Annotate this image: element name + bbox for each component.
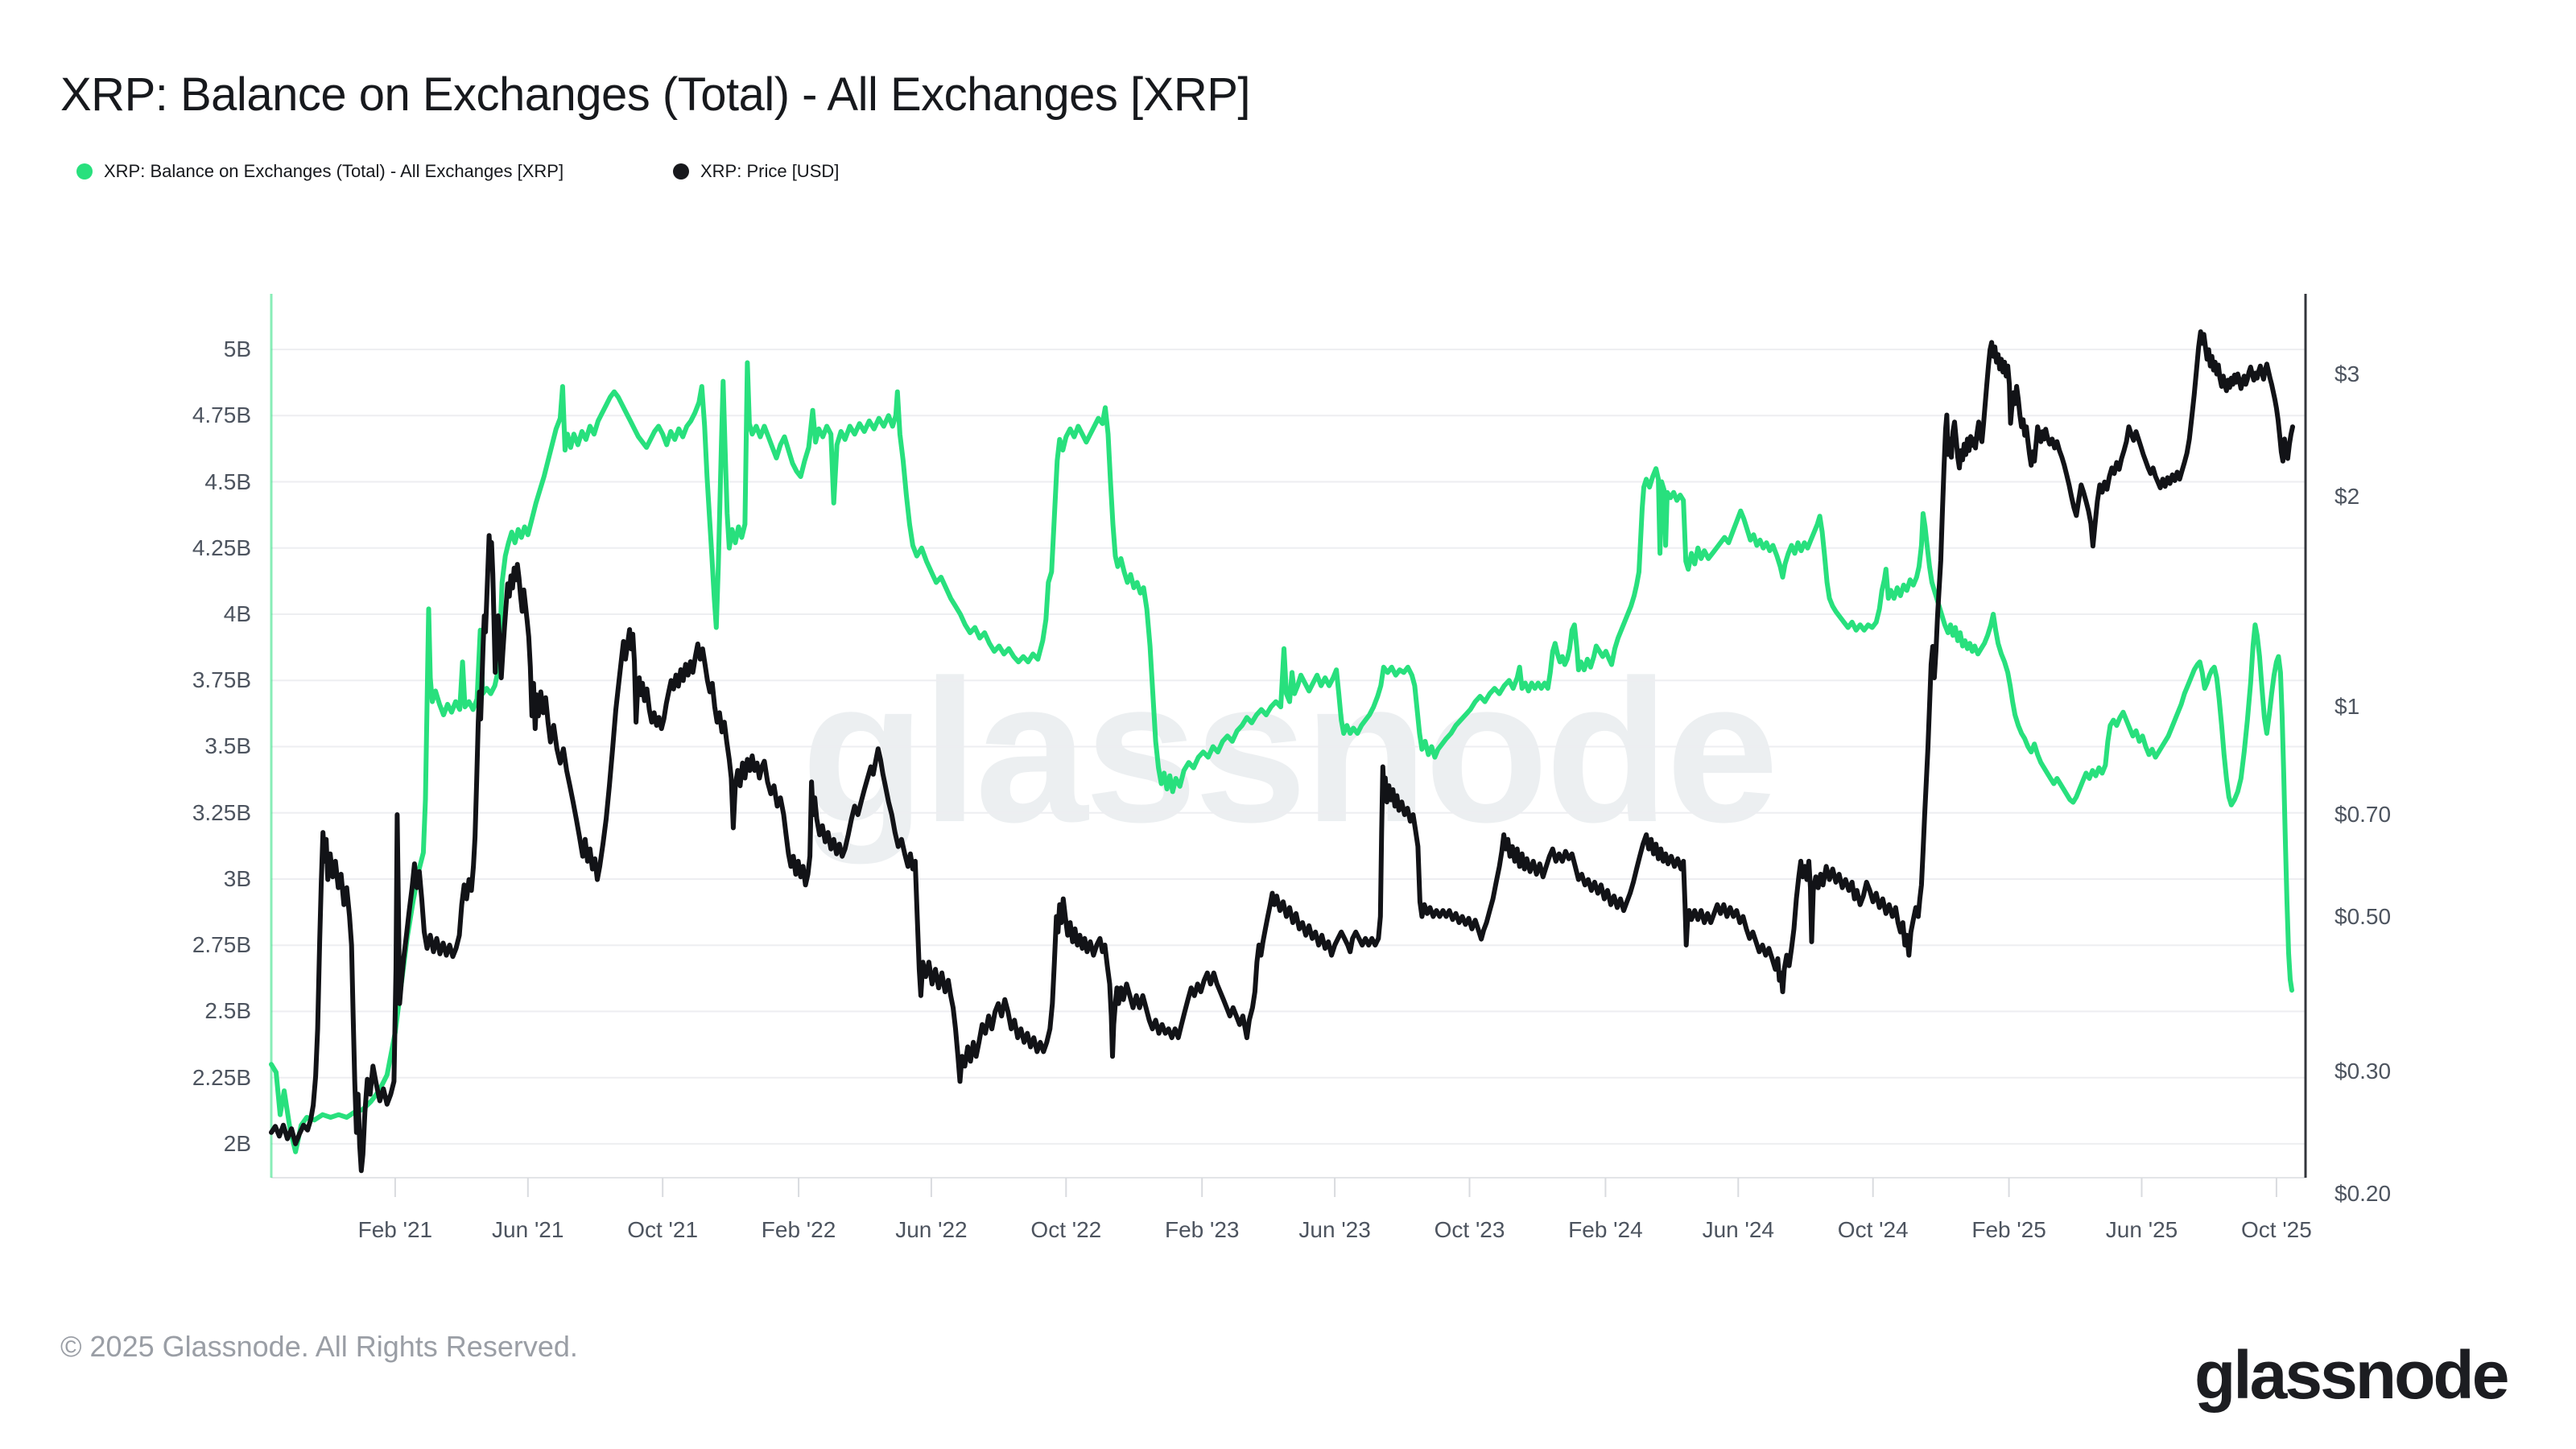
y-left-tick-label: 2.25B: [192, 1064, 251, 1090]
page-title: XRP: Balance on Exchanges (Total) - All …: [60, 68, 1251, 121]
legend-label-price: XRP: Price [USD]: [700, 161, 840, 181]
y-left-tick-label: 2B: [223, 1130, 251, 1156]
x-tick-label: Jun '23: [1298, 1217, 1371, 1242]
balance-series-line: [269, 360, 2294, 1154]
y-right-tick-label: $2: [2334, 484, 2360, 510]
x-tick-label: Oct '24: [1837, 1217, 1909, 1242]
glassnode-logo: glassnode: [2194, 1337, 2509, 1413]
y-left-tick-label: 5B: [223, 336, 251, 362]
x-tick-label: Oct '21: [627, 1217, 699, 1242]
legend-label-balance: XRP: Balance on Exchanges (Total) - All …: [104, 161, 564, 181]
x-tick-label: Jun '22: [895, 1217, 968, 1242]
x-tick-label: Jun '21: [492, 1217, 564, 1242]
y-right-tick-label: $0.50: [2334, 903, 2392, 929]
y-left-tick-label: 4.5B: [204, 469, 251, 494]
x-tick-label: Feb '24: [1568, 1217, 1643, 1242]
balance-series-dot-icon: [76, 163, 93, 180]
price-series-dot-icon: [673, 163, 689, 180]
y-left-tick-label: 4B: [223, 601, 251, 627]
price-series-line: [269, 329, 2295, 1174]
y-right-tick-label: $0.70: [2334, 801, 2392, 827]
legend-item-balance[interactable]: XRP: Balance on Exchanges (Total) - All …: [76, 159, 564, 184]
x-tick-label: Jun '25: [2105, 1217, 2178, 1242]
x-tick-label: Feb '23: [1164, 1217, 1240, 1242]
x-tick-label: Oct '25: [2240, 1217, 2312, 1242]
y-left-tick-label: 4.75B: [192, 402, 251, 428]
y-right-tick-label: $0.20: [2334, 1181, 2392, 1207]
y-right-tick-label: $0.30: [2334, 1058, 2392, 1084]
legend-item-price[interactable]: XRP: Price [USD]: [673, 159, 839, 184]
y-left-tick-label: 2.5B: [204, 998, 251, 1024]
x-tick-label: Feb '25: [1971, 1217, 2046, 1242]
x-tick-label: Feb '21: [357, 1217, 433, 1242]
y-left-tick-label: 3.75B: [192, 667, 251, 693]
y-left-tick-label: 3B: [223, 865, 251, 891]
y-left-tick-label: 3.25B: [192, 799, 251, 825]
x-tick-label: Oct '23: [1434, 1217, 1505, 1242]
x-tick-label: Feb '22: [761, 1217, 836, 1242]
footer-copyright: © 2025 Glassnode. All Rights Reserved.: [60, 1330, 578, 1363]
x-tick-label: Oct '22: [1030, 1217, 1102, 1242]
y-left-tick-label: 4.25B: [192, 535, 251, 560]
y-left-tick-label: 2.75B: [192, 932, 251, 958]
y-right-tick-label: $1: [2334, 693, 2360, 719]
y-right-tick-label: $3: [2334, 361, 2360, 386]
x-tick-label: Jun '24: [1702, 1217, 1775, 1242]
y-left-tick-label: 3.5B: [204, 733, 251, 759]
